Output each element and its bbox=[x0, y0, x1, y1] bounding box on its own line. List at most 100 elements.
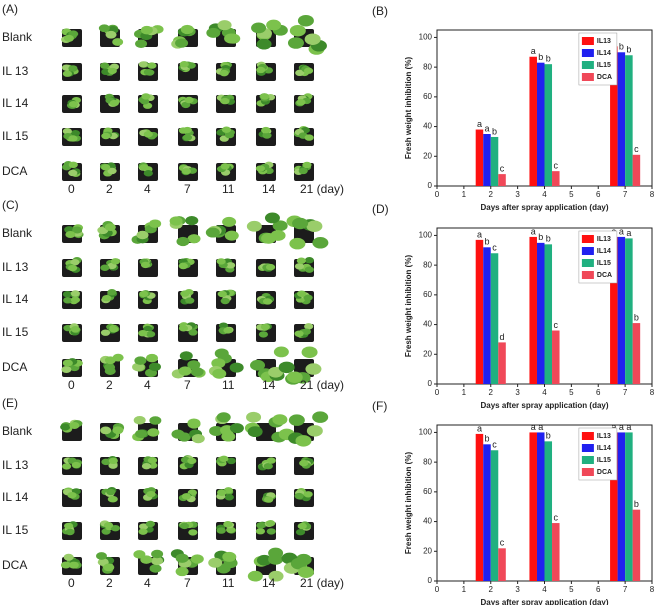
y-tick-label: 80 bbox=[423, 260, 432, 269]
legend-label: IL13 bbox=[597, 38, 611, 45]
y-axis-label: Fresh weight inhibition (%) bbox=[404, 57, 413, 160]
significance-letter: b bbox=[538, 52, 543, 62]
significance-letter: a bbox=[484, 123, 489, 133]
significance-letter: c bbox=[492, 440, 497, 450]
leaf bbox=[107, 67, 117, 75]
leaf bbox=[209, 425, 224, 436]
leaf bbox=[138, 528, 148, 535]
leaf bbox=[220, 97, 230, 105]
bar bbox=[610, 432, 618, 581]
bar bbox=[475, 433, 484, 581]
x-tick-label: 1 bbox=[462, 388, 467, 397]
leaf bbox=[289, 24, 306, 37]
leaf bbox=[145, 520, 156, 528]
leaf bbox=[70, 129, 80, 137]
x-tick-label: 6 bbox=[596, 585, 601, 594]
leaf bbox=[101, 164, 111, 171]
leaf bbox=[60, 561, 71, 569]
leaf bbox=[70, 259, 80, 266]
leaf bbox=[261, 126, 271, 134]
leaf bbox=[100, 264, 110, 271]
leaf bbox=[138, 329, 148, 337]
row-label: IL 14 bbox=[2, 490, 29, 504]
significance-letter: b bbox=[492, 126, 497, 136]
bar bbox=[625, 55, 633, 186]
bar bbox=[632, 509, 641, 581]
leaf bbox=[294, 492, 304, 500]
leaf bbox=[140, 555, 153, 564]
x-tick-label: 4 bbox=[542, 190, 547, 199]
leaf bbox=[295, 435, 312, 447]
leaf bbox=[295, 528, 306, 536]
leaf bbox=[246, 411, 262, 423]
legend-swatch bbox=[581, 271, 594, 279]
bar bbox=[552, 523, 560, 581]
y-tick-label: 20 bbox=[423, 546, 432, 555]
y-tick-label: 0 bbox=[428, 181, 433, 190]
column-label: 0 bbox=[68, 576, 75, 590]
leaf bbox=[187, 360, 201, 370]
leaf bbox=[180, 24, 194, 35]
leaf bbox=[100, 426, 112, 435]
leaf bbox=[256, 522, 266, 529]
leaf bbox=[104, 356, 116, 365]
y-tick-label: 20 bbox=[423, 349, 432, 358]
leaf bbox=[262, 298, 273, 305]
leaf bbox=[143, 68, 154, 76]
leaf bbox=[181, 493, 191, 500]
x-tick-label: 5 bbox=[569, 585, 574, 594]
column-label: 11 bbox=[222, 576, 235, 590]
row-label: IL 13 bbox=[2, 458, 29, 472]
x-tick-label: 8 bbox=[650, 585, 655, 594]
leaf bbox=[101, 458, 111, 466]
leaf bbox=[229, 362, 244, 373]
legend-label: IL14 bbox=[597, 50, 611, 57]
leaf bbox=[70, 290, 80, 297]
significance-letter: b bbox=[634, 312, 639, 322]
leaf bbox=[62, 359, 73, 367]
leaf bbox=[224, 230, 239, 241]
significance-letter: c bbox=[554, 512, 559, 522]
leaf bbox=[272, 220, 288, 232]
y-tick-label: 0 bbox=[428, 576, 433, 585]
leaf bbox=[302, 161, 312, 169]
bar bbox=[617, 236, 626, 384]
leaf bbox=[140, 261, 151, 269]
significance-letter: a bbox=[619, 226, 624, 236]
leaf bbox=[187, 234, 201, 244]
leaf bbox=[70, 326, 80, 333]
legend-swatch bbox=[581, 235, 594, 243]
leaf bbox=[171, 429, 185, 439]
leaf bbox=[101, 132, 111, 140]
leaf bbox=[136, 230, 149, 240]
leaf bbox=[266, 457, 276, 464]
leaf bbox=[146, 330, 156, 338]
leaf bbox=[297, 522, 307, 530]
leaf bbox=[258, 331, 269, 338]
legend-swatch bbox=[581, 468, 594, 476]
x-tick-label: 2 bbox=[489, 585, 494, 594]
leaf bbox=[110, 258, 121, 265]
x-tick-label: 0 bbox=[435, 190, 440, 199]
leaf bbox=[98, 24, 110, 33]
leaf bbox=[303, 294, 313, 301]
significance-letter: a bbox=[626, 422, 631, 432]
significance-letter: b bbox=[546, 234, 551, 244]
leaf bbox=[250, 359, 266, 371]
leaf bbox=[181, 168, 192, 175]
x-tick-label: 6 bbox=[596, 190, 601, 199]
leaf bbox=[190, 554, 204, 564]
column-label: 4 bbox=[144, 378, 151, 392]
leaf bbox=[139, 164, 149, 171]
leaf bbox=[139, 523, 149, 530]
row-label: DCA bbox=[2, 360, 27, 374]
leaf bbox=[147, 62, 157, 69]
leaf bbox=[216, 527, 226, 534]
row-label: DCA bbox=[2, 558, 27, 572]
row-label: IL 13 bbox=[2, 64, 29, 78]
bar bbox=[529, 236, 537, 384]
bar bbox=[632, 154, 641, 186]
leaf bbox=[169, 216, 183, 226]
leaf bbox=[294, 263, 305, 270]
row-label: Blank bbox=[2, 424, 33, 438]
